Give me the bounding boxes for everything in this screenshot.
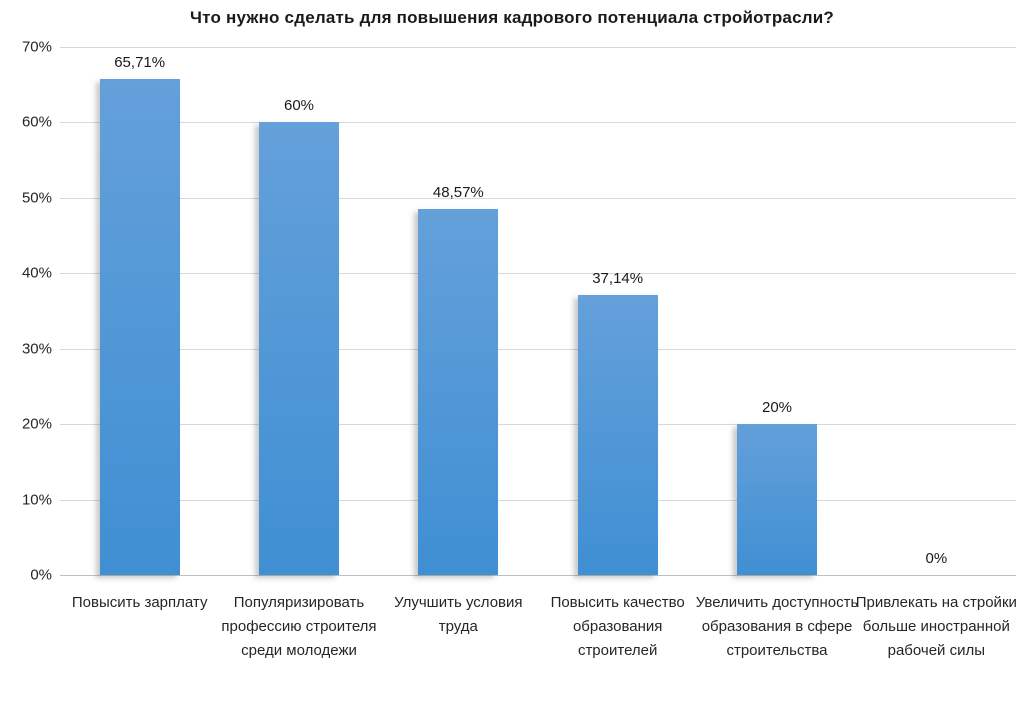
y-tick-label: 20% [21,415,52,433]
y-tick-label: 0% [30,566,52,584]
x-axis-line [60,575,1016,576]
x-category-label: Улучшить условия труда [394,594,523,635]
y-tick-label: 40% [21,264,52,282]
bar-value-label: 60% [283,97,315,115]
gridline [60,499,1016,501]
bar-value-label: 48,57% [432,183,484,201]
bar [577,294,658,575]
chart-title: Что нужно сделать для повышения кадровог… [190,8,834,27]
bar-value-label: 0% [925,550,948,567]
y-tick-label: 70% [21,38,52,56]
bar-value-label: 20% [761,399,793,417]
x-category-label: Повысить качество образования строителей [550,594,685,659]
bar-value-label: 65,71% [114,54,166,72]
x-category-label: Привлекать на стройки больше иностранной… [855,594,1017,659]
gridline [60,424,1016,426]
gridline [60,348,1016,350]
bar [737,424,817,575]
gridline [60,122,1016,124]
gridline [60,47,1016,48]
x-category-label: Увеличить доступность образования в сфер… [695,594,859,659]
bar [99,79,180,575]
y-tick-label: 60% [21,113,52,131]
bar-value-label: 37,14% [592,269,644,287]
gridline [60,197,1016,199]
x-category-label: Повысить зарплату [71,594,208,611]
y-tick-label: 30% [21,340,52,358]
gridline [60,273,1016,275]
y-tick-label: 10% [21,491,52,509]
bar [259,122,339,575]
y-tick-label: 50% [21,189,52,207]
bar [418,208,499,575]
x-category-label: Популяризировать профессию строителя сре… [221,594,377,659]
